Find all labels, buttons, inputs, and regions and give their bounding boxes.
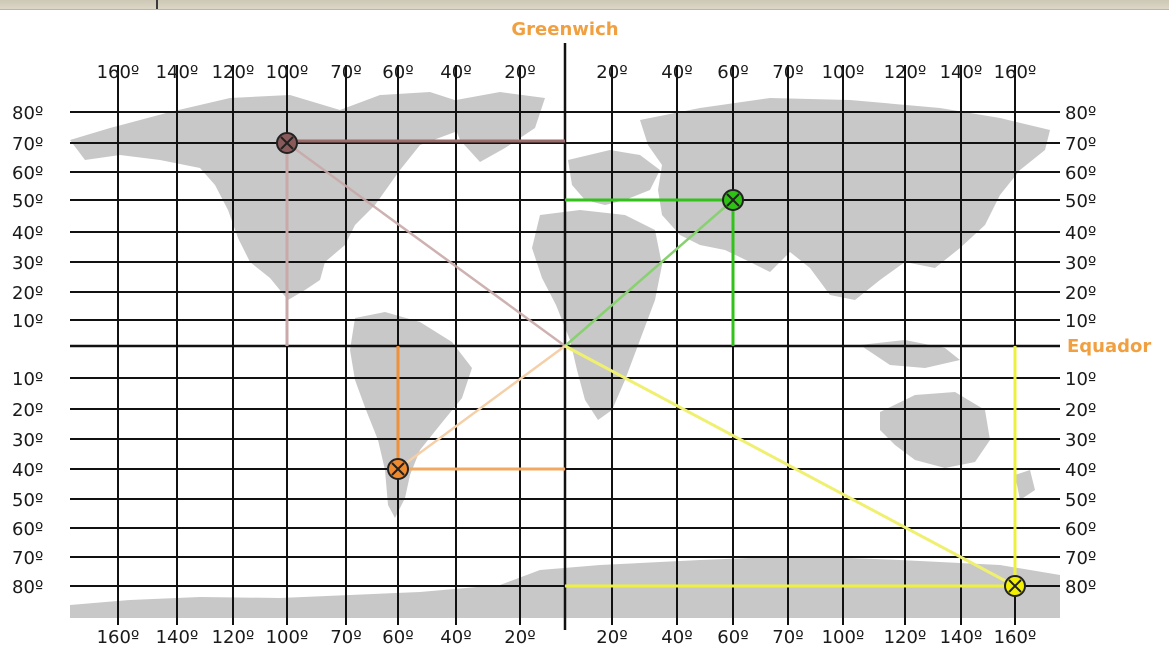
longitude-label-top: 40º <box>440 62 471 83</box>
se-diagonal-guide <box>564 344 1016 588</box>
latitude-label-right: 40º <box>1065 223 1096 244</box>
point-northwest-marker-icon[interactable] <box>276 132 298 154</box>
longitude-label-bottom: 20º <box>504 627 535 648</box>
longitude-label-bottom: 120º <box>212 627 255 648</box>
latitude-label-right: 20º <box>1065 283 1096 304</box>
location-markers <box>276 132 1026 597</box>
latitude-label-right: 10º <box>1065 369 1096 390</box>
continent-south-america <box>350 312 472 518</box>
latitude-label-right: 70º <box>1065 134 1096 155</box>
guide-lines <box>285 139 1017 588</box>
top-toolbar-strip <box>0 0 1169 10</box>
continent-north-america <box>70 92 470 300</box>
latitude-label-right: 40º <box>1065 460 1096 481</box>
greenwich-label: Greenwich <box>511 19 618 40</box>
latitude-label-left: 10º <box>12 369 43 390</box>
ne-diagonal-guide <box>564 199 734 347</box>
latitude-label-right: 10º <box>1065 311 1096 332</box>
longitude-label-top: 40º <box>661 62 692 83</box>
longitude-label-bottom: 100º <box>266 627 309 648</box>
latitude-label-left: 40º <box>12 223 43 244</box>
longitude-label-top: 140º <box>156 62 199 83</box>
longitude-label-top: 160º <box>97 62 140 83</box>
latitude-label-left: 80º <box>12 103 43 124</box>
latitude-label-right: 80º <box>1065 103 1096 124</box>
longitude-label-bottom: 160º <box>994 627 1037 648</box>
point-northeast-marker-icon[interactable] <box>722 189 744 211</box>
latitude-label-right: 20º <box>1065 400 1096 421</box>
longitude-label-bottom: 70º <box>772 627 803 648</box>
longitude-label-bottom: 70º <box>330 627 361 648</box>
longitude-label-bottom: 100º <box>822 627 865 648</box>
equator-label: Equador <box>1067 336 1151 357</box>
point-southeast-marker-icon[interactable] <box>1004 575 1026 597</box>
longitude-label-bottom: 40º <box>661 627 692 648</box>
continent-indonesia <box>860 340 960 368</box>
coordinate-labels: 160º 160º 140º 140º 120º 120º 100º 100º 70º 70º 60… <box>12 62 1096 648</box>
latitude-label-left: 10º <box>12 311 43 332</box>
latitude-label-left: 70º <box>12 548 43 569</box>
latitude-label-left: 50º <box>12 191 43 212</box>
longitude-label-bottom: 140º <box>940 627 983 648</box>
latitude-label-left: 20º <box>12 283 43 304</box>
longitude-label-bottom: 60º <box>382 627 413 648</box>
latitude-label-left: 60º <box>12 519 43 540</box>
longitude-label-bottom: 120º <box>884 627 927 648</box>
latitude-label-right: 30º <box>1065 430 1096 451</box>
longitude-label-bottom: 160º <box>97 627 140 648</box>
latitude-label-left: 30º <box>12 253 43 274</box>
longitude-label-bottom: 40º <box>440 627 471 648</box>
continent-australia <box>880 392 990 468</box>
latitude-label-left: 30º <box>12 430 43 451</box>
sw-diagonal-guide <box>397 344 566 471</box>
continent-greenland <box>445 92 545 162</box>
longitude-label-top: 140º <box>940 62 983 83</box>
latitude-label-left: 80º <box>12 577 43 598</box>
latitude-label-right: 70º <box>1065 548 1096 569</box>
longitude-label-top: 160º <box>994 62 1037 83</box>
latitude-label-left: 40º <box>12 460 43 481</box>
longitude-label-top: 20º <box>504 62 535 83</box>
latitude-label-right: 60º <box>1065 519 1096 540</box>
longitude-label-top: 70º <box>330 62 361 83</box>
latitude-label-right: 80º <box>1065 577 1096 598</box>
longitude-label-top: 20º <box>596 62 627 83</box>
point-southwest-marker-icon[interactable] <box>387 458 409 480</box>
latitude-label-right: 50º <box>1065 490 1096 511</box>
latitude-label-right: 60º <box>1065 163 1096 184</box>
latitude-label-left: 70º <box>12 134 43 155</box>
toolbar-divider <box>156 0 158 9</box>
longitude-label-bottom: 60º <box>717 627 748 648</box>
longitude-label-top: 60º <box>717 62 748 83</box>
longitude-label-top: 70º <box>772 62 803 83</box>
latitude-label-left: 60º <box>12 163 43 184</box>
latitude-label-right: 30º <box>1065 253 1096 274</box>
longitude-label-top: 120º <box>212 62 255 83</box>
longitude-label-top: 60º <box>382 62 413 83</box>
latitude-label-right: 50º <box>1065 191 1096 212</box>
continent-new-zealand <box>1015 470 1035 500</box>
continent-europe <box>568 150 660 205</box>
longitude-label-top: 100º <box>266 62 309 83</box>
latitude-label-left: 20º <box>12 400 43 421</box>
longitude-label-top: 100º <box>822 62 865 83</box>
nw-diagonal-guide <box>286 141 566 348</box>
latitude-label-left: 50º <box>12 490 43 511</box>
longitude-label-bottom: 20º <box>596 627 627 648</box>
longitude-label-bottom: 140º <box>156 627 199 648</box>
longitude-label-top: 120º <box>884 62 927 83</box>
